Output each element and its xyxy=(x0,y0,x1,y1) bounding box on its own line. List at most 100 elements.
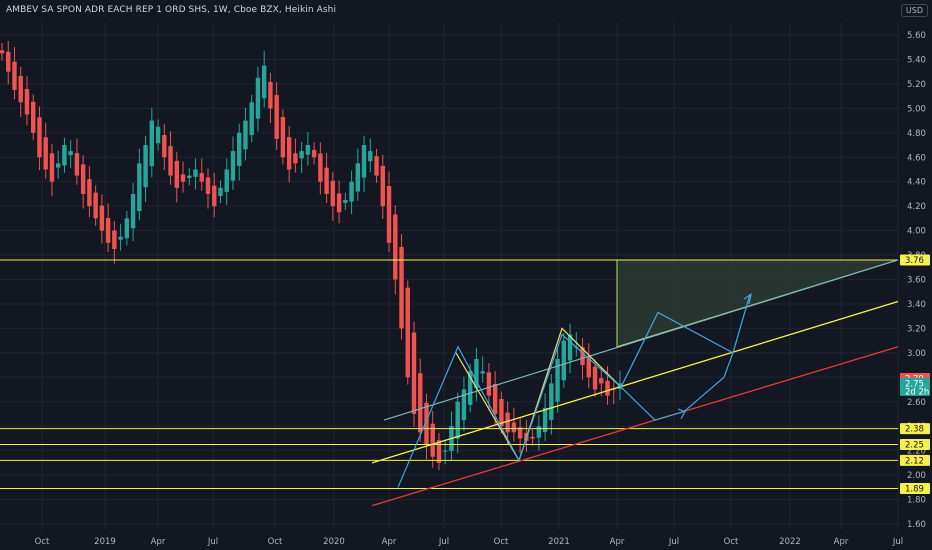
candle-body xyxy=(87,179,92,207)
candle-body xyxy=(586,356,591,378)
projection-down-path xyxy=(620,352,734,421)
candle-body xyxy=(12,61,17,91)
yellow-zigzag xyxy=(455,327,622,462)
candle-body xyxy=(393,214,398,280)
x-tick-label: Oct xyxy=(35,537,50,547)
last-price-badge-sub: 2d 2h xyxy=(905,387,929,397)
candle-body xyxy=(474,358,479,389)
candle-body xyxy=(199,173,204,182)
candle-body xyxy=(18,75,23,103)
currency-button[interactable]: USD xyxy=(900,4,928,17)
candle-body xyxy=(330,180,336,207)
x-tick-label: Apr xyxy=(610,537,625,547)
x-tick-label: Jul xyxy=(438,537,449,547)
candle-body xyxy=(168,146,173,176)
candle-body xyxy=(68,151,73,156)
x-tick-label: Oct xyxy=(494,537,509,547)
candle-body xyxy=(605,380,610,396)
candle-body xyxy=(237,132,242,166)
level-badge: 2.38 xyxy=(905,425,924,435)
x-tick-label: Jul xyxy=(207,537,218,547)
y-tick-label: 2.60 xyxy=(907,398,926,408)
candle-body xyxy=(542,407,548,432)
level-badge-bg xyxy=(900,483,930,495)
level-badge: 3.76 xyxy=(905,256,924,266)
candle-body xyxy=(55,163,61,168)
candle-body xyxy=(162,135,167,158)
symbol-title: AMBEV SA SPON ADR EACH REP 1 ORD SHS, 1W… xyxy=(6,5,337,15)
candle-body xyxy=(249,102,254,135)
candle-body xyxy=(218,187,223,196)
candle-body xyxy=(424,402,429,445)
candle-body xyxy=(492,383,498,414)
trend-drawings xyxy=(371,259,899,507)
y-tick-label: 3.60 xyxy=(907,276,926,286)
projection-arrowhead xyxy=(743,292,752,305)
level-badge-bg xyxy=(900,423,930,435)
candle-body xyxy=(430,423,435,457)
candle-body xyxy=(599,378,604,384)
y-tick-label: 4.20 xyxy=(907,202,926,212)
candle-body xyxy=(286,137,292,170)
candle-body xyxy=(299,151,304,159)
level-badge-bg xyxy=(900,439,930,451)
candle-body xyxy=(230,151,236,181)
candle-body xyxy=(336,193,342,213)
candle-body xyxy=(405,287,410,378)
candle-body xyxy=(99,205,105,231)
y-tick-label: 5.00 xyxy=(907,104,926,114)
x-tick-label: 2021 xyxy=(548,537,570,547)
candle-body xyxy=(361,145,367,178)
candle-body xyxy=(155,126,161,144)
candle-body xyxy=(380,165,385,207)
candle-body xyxy=(324,167,329,194)
candle-body xyxy=(355,163,361,192)
candle-body xyxy=(6,51,11,72)
candle-body xyxy=(174,160,179,188)
y-tick-label: 5.60 xyxy=(907,31,926,41)
projection-up-path xyxy=(620,294,751,388)
y-tick-label: 5.20 xyxy=(907,80,926,90)
candle-body xyxy=(549,383,554,420)
candle-body xyxy=(530,436,535,439)
candle-body xyxy=(418,373,423,433)
candle-body xyxy=(436,440,442,463)
candlesticks xyxy=(0,40,623,471)
candle-body xyxy=(93,192,98,219)
candle-body xyxy=(592,366,598,390)
candle-body xyxy=(180,174,186,182)
level-badge-bg xyxy=(900,454,930,466)
x-tick-label: Oct xyxy=(724,537,739,547)
lower-trendline xyxy=(371,346,899,507)
candle-body xyxy=(505,412,510,433)
y-tick-label: 4.40 xyxy=(907,178,926,188)
candle-body xyxy=(149,120,155,167)
x-tick-label: Oct xyxy=(268,537,283,547)
candle-body xyxy=(349,181,354,202)
candle-body xyxy=(280,117,286,158)
candle-body xyxy=(443,450,448,452)
blue-zigzag xyxy=(397,333,622,488)
candle-body xyxy=(486,372,492,396)
candle-body xyxy=(193,169,198,177)
x-tick-label: 2022 xyxy=(779,537,801,547)
candle-body xyxy=(567,334,573,361)
x-tick-label: Jul xyxy=(668,537,679,547)
time-axis[interactable]: Oct 2019 Apr Jul Oct 2020 Apr Jul Oct 2021 Apr Jul O… xyxy=(35,537,903,547)
y-tick-label: 3.40 xyxy=(907,300,926,310)
candle-body xyxy=(143,145,148,188)
candle-body xyxy=(386,186,392,243)
candle-body xyxy=(293,153,298,164)
candle-body xyxy=(74,153,80,176)
candle-body xyxy=(62,145,67,166)
candle-body xyxy=(399,246,404,329)
candle-body xyxy=(43,137,48,170)
x-tick-label: Apr xyxy=(151,537,166,547)
candle-body xyxy=(137,163,142,212)
candle-body xyxy=(243,120,248,150)
upper-trendline xyxy=(371,300,899,464)
candle-body xyxy=(480,371,485,374)
candle-body xyxy=(37,117,42,158)
level-badge: 1.89 xyxy=(905,485,924,495)
